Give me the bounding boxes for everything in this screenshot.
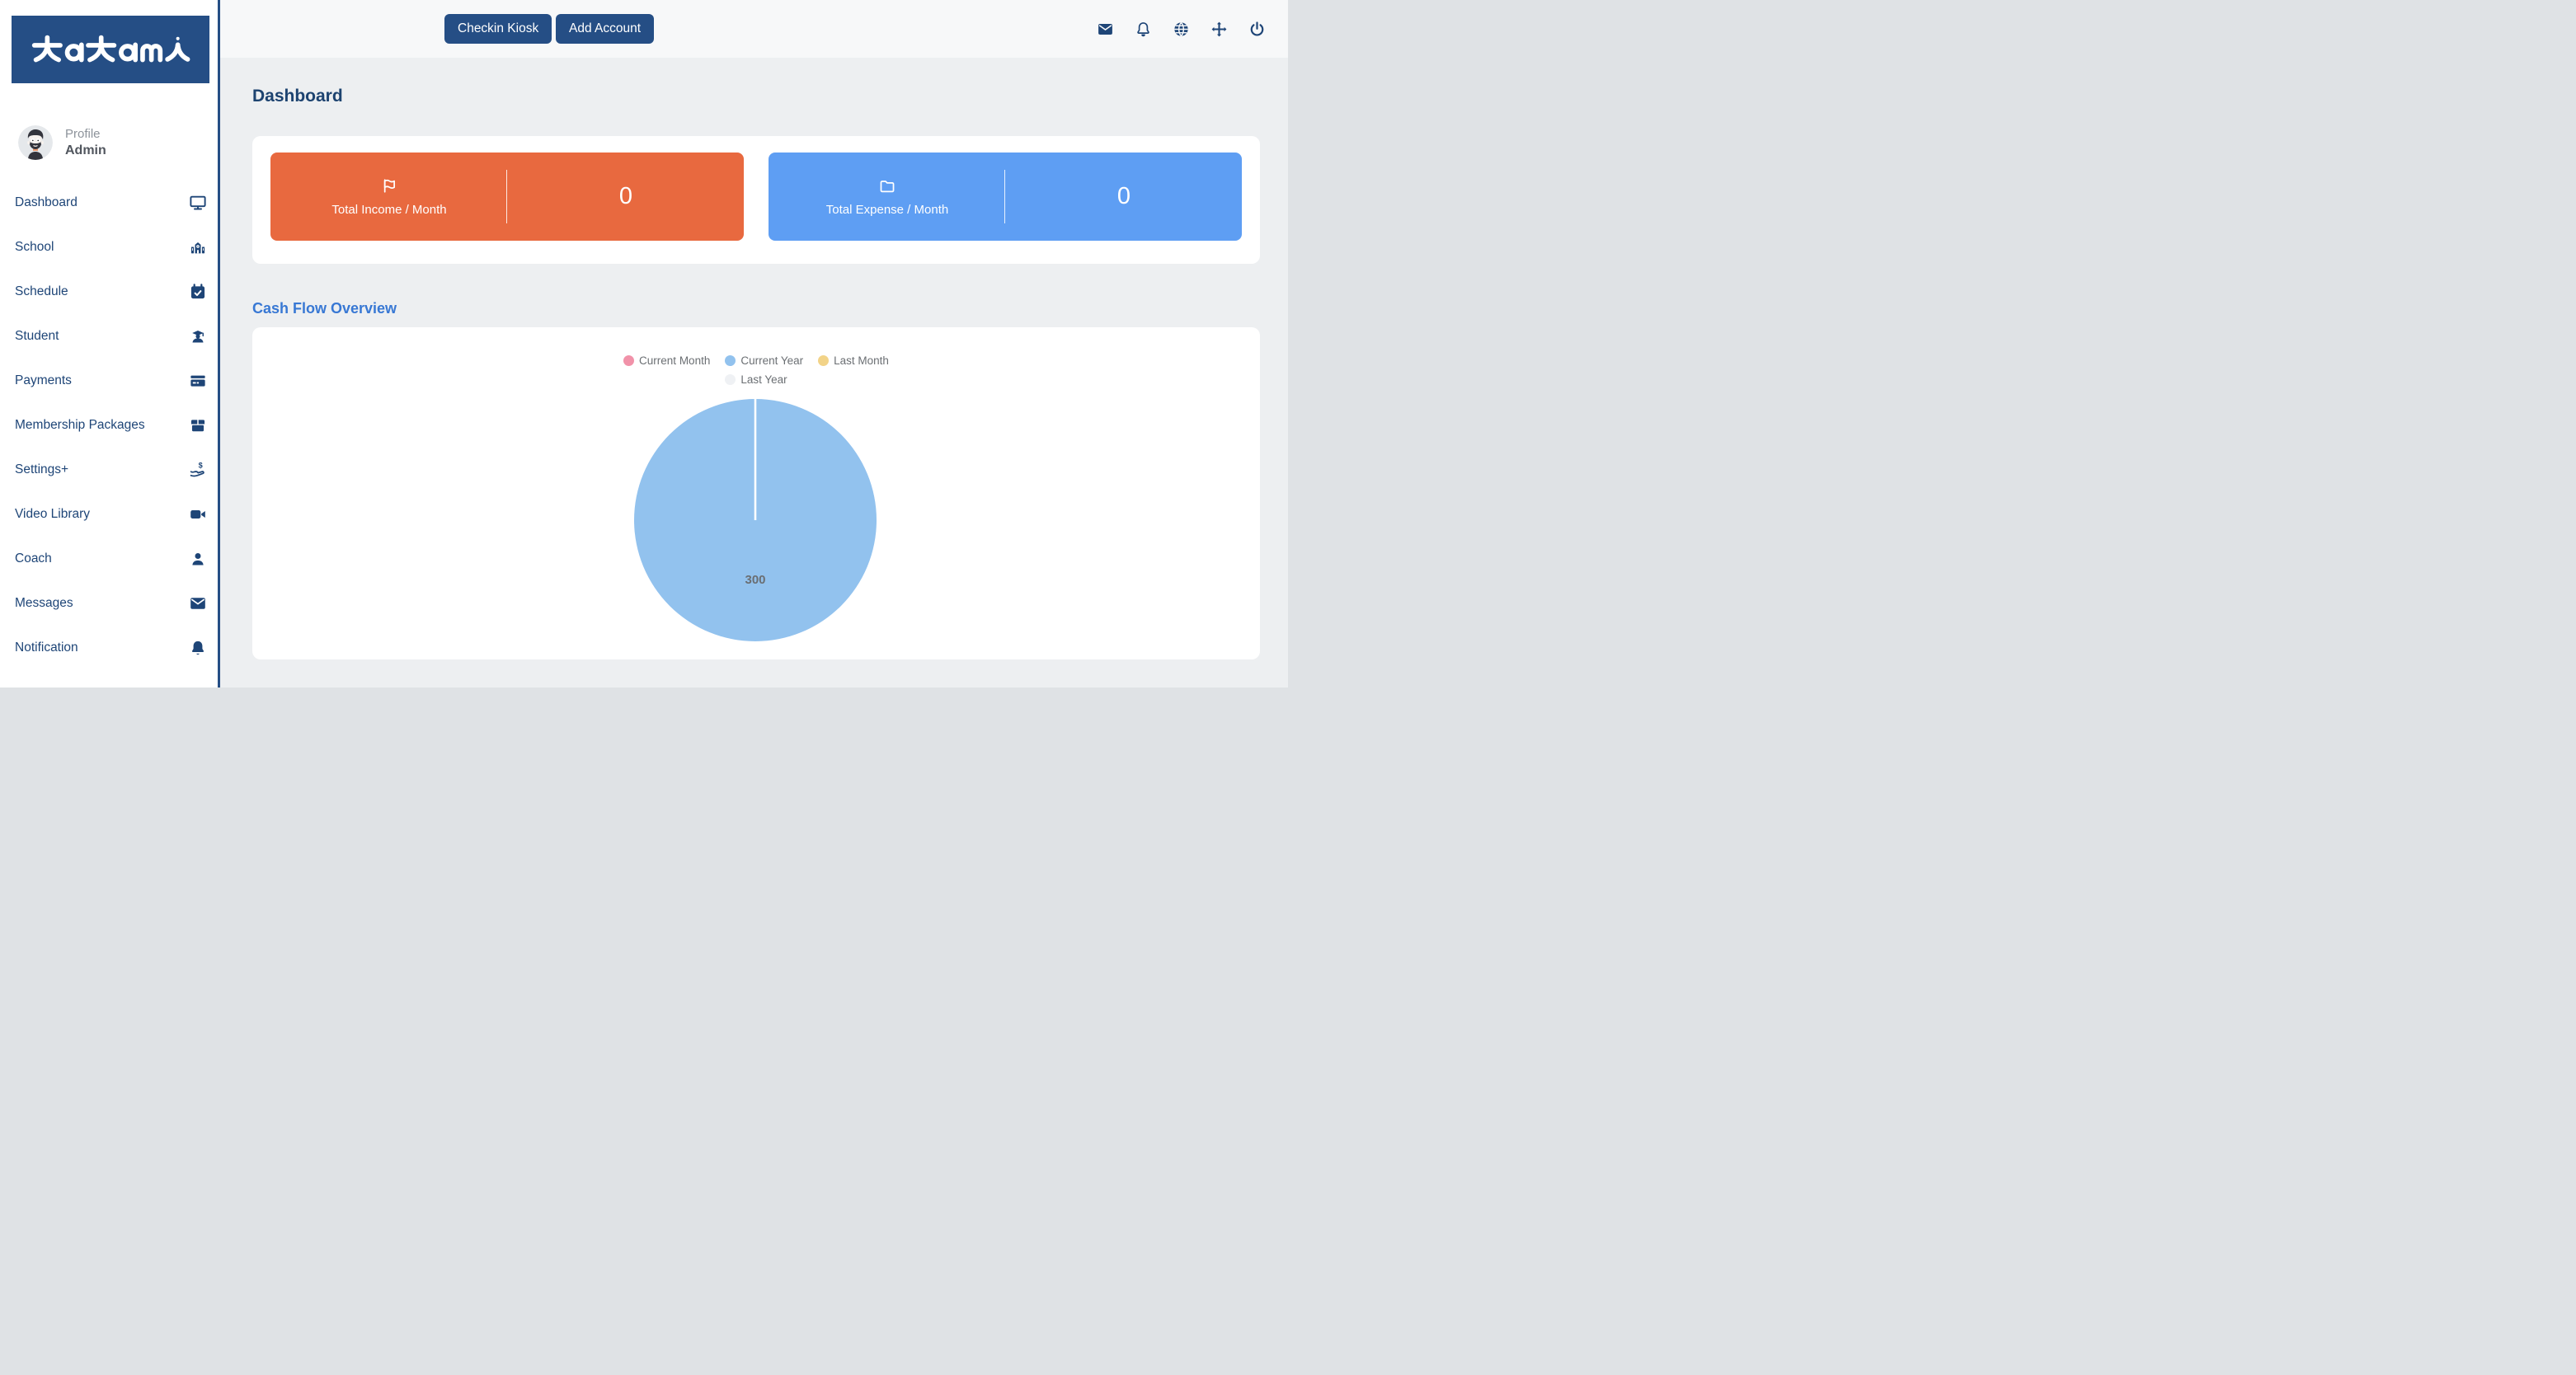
sidebar: tatami Profile (0, 0, 220, 688)
school-icon (189, 238, 207, 256)
stat-card-label: Total Income / Month (331, 202, 447, 217)
profile-name: Admin (65, 143, 106, 157)
legend-item-current-year[interactable]: Current Year (725, 354, 803, 367)
sidebar-item-coach[interactable]: Coach (0, 537, 218, 581)
sidebar-menu: Dashboard School (0, 181, 218, 670)
envelope-icon[interactable] (1097, 21, 1114, 38)
sidebar-item-student[interactable]: Student (0, 314, 218, 359)
package-icon (189, 416, 207, 434)
folder-icon (878, 177, 896, 195)
credit-card-icon (189, 372, 207, 390)
checkin-kiosk-button[interactable]: Checkin Kiosk (444, 14, 552, 44)
sidebar-item-dashboard[interactable]: Dashboard (0, 181, 218, 225)
chart-legend: Current Month Current Year Last Month La… (252, 354, 1260, 386)
section-title-cashflow: Cash Flow Overview (252, 300, 397, 317)
total-income-card: Total Income / Month 0 (270, 153, 744, 241)
calendar-check-icon (189, 283, 207, 301)
sidebar-item-video-library[interactable]: Video Library (0, 492, 218, 537)
envelope-icon (189, 594, 207, 612)
profile-label: Profile (65, 127, 101, 141)
total-expense-card: Total Expense / Month 0 (769, 153, 1242, 241)
move-icon[interactable] (1210, 21, 1228, 38)
legend-dot (623, 355, 635, 366)
legend-item-last-year[interactable]: Last Year (725, 373, 787, 386)
legend-dot (725, 355, 736, 366)
tatami-logo-glyphs (31, 35, 190, 63)
hand-holding-dollar-icon: $ (189, 461, 207, 479)
student-graduate-icon (189, 327, 207, 345)
stat-cards-panel: Total Income / Month 0 Total Expense / M… (252, 136, 1260, 264)
pie-data-label: 300 (745, 573, 766, 587)
divider (1004, 170, 1005, 223)
sidebar-item-messages[interactable]: Messages (0, 581, 218, 626)
app-root: tatami Profile (0, 0, 1288, 688)
flag-icon (380, 177, 398, 195)
sidebar-item-school[interactable]: School (0, 225, 218, 270)
sidebar-item-settings[interactable]: Settings+ $ (0, 448, 218, 492)
legend-dot (725, 374, 736, 385)
topbar-icons (1097, 0, 1266, 58)
desktop-icon (189, 194, 207, 212)
sidebar-item-payments[interactable]: Payments (0, 359, 218, 403)
pie-chart (632, 397, 879, 644)
globe-icon[interactable] (1173, 21, 1190, 38)
total-income-value: 0 (618, 183, 633, 209)
profile-section[interactable]: Profile Admin (18, 125, 106, 160)
video-camera-icon (189, 505, 207, 523)
sidebar-item-notification[interactable]: Notification (0, 626, 218, 670)
total-expense-value: 0 (1116, 183, 1131, 209)
bell-icon (189, 639, 207, 657)
topbar: Checkin Kiosk Add Account (220, 0, 1288, 58)
legend-item-last-month[interactable]: Last Month (818, 354, 889, 367)
legend-dot (818, 355, 830, 366)
tatami-logo[interactable]: tatami (12, 16, 209, 83)
page-title: Dashboard (252, 87, 343, 106)
legend-item-current-month[interactable]: Current Month (623, 354, 710, 367)
user-icon (189, 550, 207, 568)
add-account-button[interactable]: Add Account (556, 14, 655, 44)
bell-icon[interactable] (1135, 21, 1152, 38)
sidebar-item-schedule[interactable]: Schedule (0, 270, 218, 314)
sidebar-item-membership-packages[interactable]: Membership Packages (0, 403, 218, 448)
divider (506, 170, 507, 223)
stat-card-label: Total Expense / Month (825, 202, 949, 217)
power-icon[interactable] (1248, 21, 1266, 38)
cashflow-chart-card: Current Month Current Year Last Month La… (252, 327, 1260, 659)
svg-text:$: $ (199, 462, 203, 470)
avatar (18, 125, 53, 160)
